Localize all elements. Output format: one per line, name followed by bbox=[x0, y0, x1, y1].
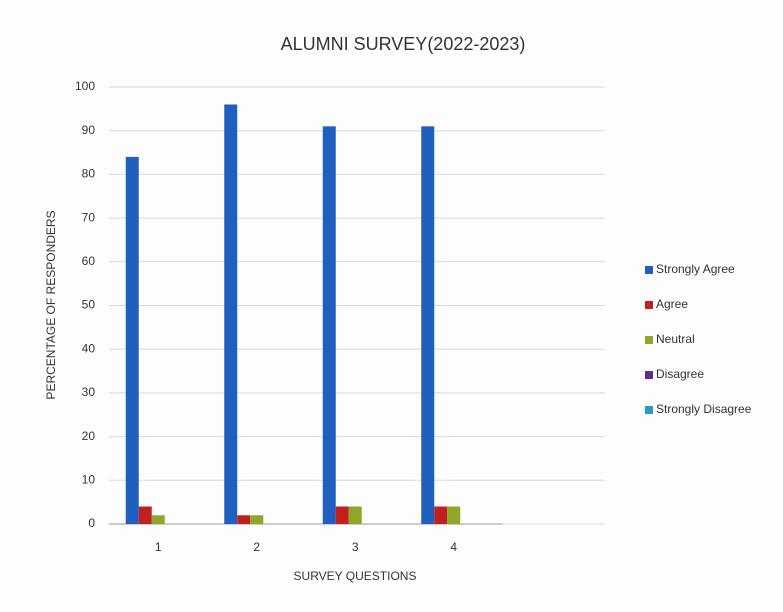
bar bbox=[224, 104, 238, 524]
y-tick-label: 50 bbox=[82, 298, 96, 312]
legend-swatch bbox=[645, 266, 653, 274]
bar bbox=[434, 506, 448, 524]
x-tick-label: 3 bbox=[352, 540, 359, 554]
legend-swatch bbox=[645, 371, 653, 379]
x-axis-label: SURVEY QUESTIONS bbox=[294, 569, 417, 583]
legend-label: Strongly Disagree bbox=[656, 402, 752, 416]
bar bbox=[421, 126, 435, 524]
y-tick-label: 70 bbox=[82, 210, 96, 224]
bar bbox=[125, 156, 139, 525]
y-tick-label: 20 bbox=[82, 429, 96, 443]
bar bbox=[250, 515, 264, 524]
y-tick-label: 80 bbox=[82, 167, 96, 181]
y-tick-label: 100 bbox=[75, 79, 95, 93]
bar bbox=[348, 506, 362, 524]
bar bbox=[138, 506, 152, 524]
x-tick-label: 4 bbox=[450, 540, 457, 554]
legend-label: Strongly Agree bbox=[656, 262, 735, 276]
legend-swatch bbox=[645, 301, 653, 309]
x-tick-label: 1 bbox=[155, 540, 162, 554]
y-tick-label: 30 bbox=[82, 385, 96, 399]
y-tick-label: 60 bbox=[82, 254, 96, 268]
bar bbox=[335, 506, 349, 524]
y-tick-label: 10 bbox=[82, 472, 96, 486]
legend-swatch bbox=[645, 336, 653, 344]
bar bbox=[237, 515, 251, 524]
legend-label: Disagree bbox=[656, 367, 704, 381]
legend-swatch bbox=[645, 406, 653, 414]
bar bbox=[322, 126, 336, 524]
bar bbox=[151, 515, 165, 524]
legend-label: Agree bbox=[656, 297, 688, 311]
legend-label: Neutral bbox=[656, 332, 695, 346]
bar bbox=[447, 506, 461, 524]
y-tick-label: 90 bbox=[82, 123, 96, 137]
y-tick-label: 0 bbox=[88, 516, 95, 530]
y-axis-label: PERCENTAGE OF RESPONDERS bbox=[44, 210, 58, 399]
chart-title: ALUMNI SURVEY(2022-2023) bbox=[281, 34, 526, 54]
x-tick-label: 2 bbox=[253, 540, 260, 554]
y-tick-label: 40 bbox=[82, 341, 96, 355]
